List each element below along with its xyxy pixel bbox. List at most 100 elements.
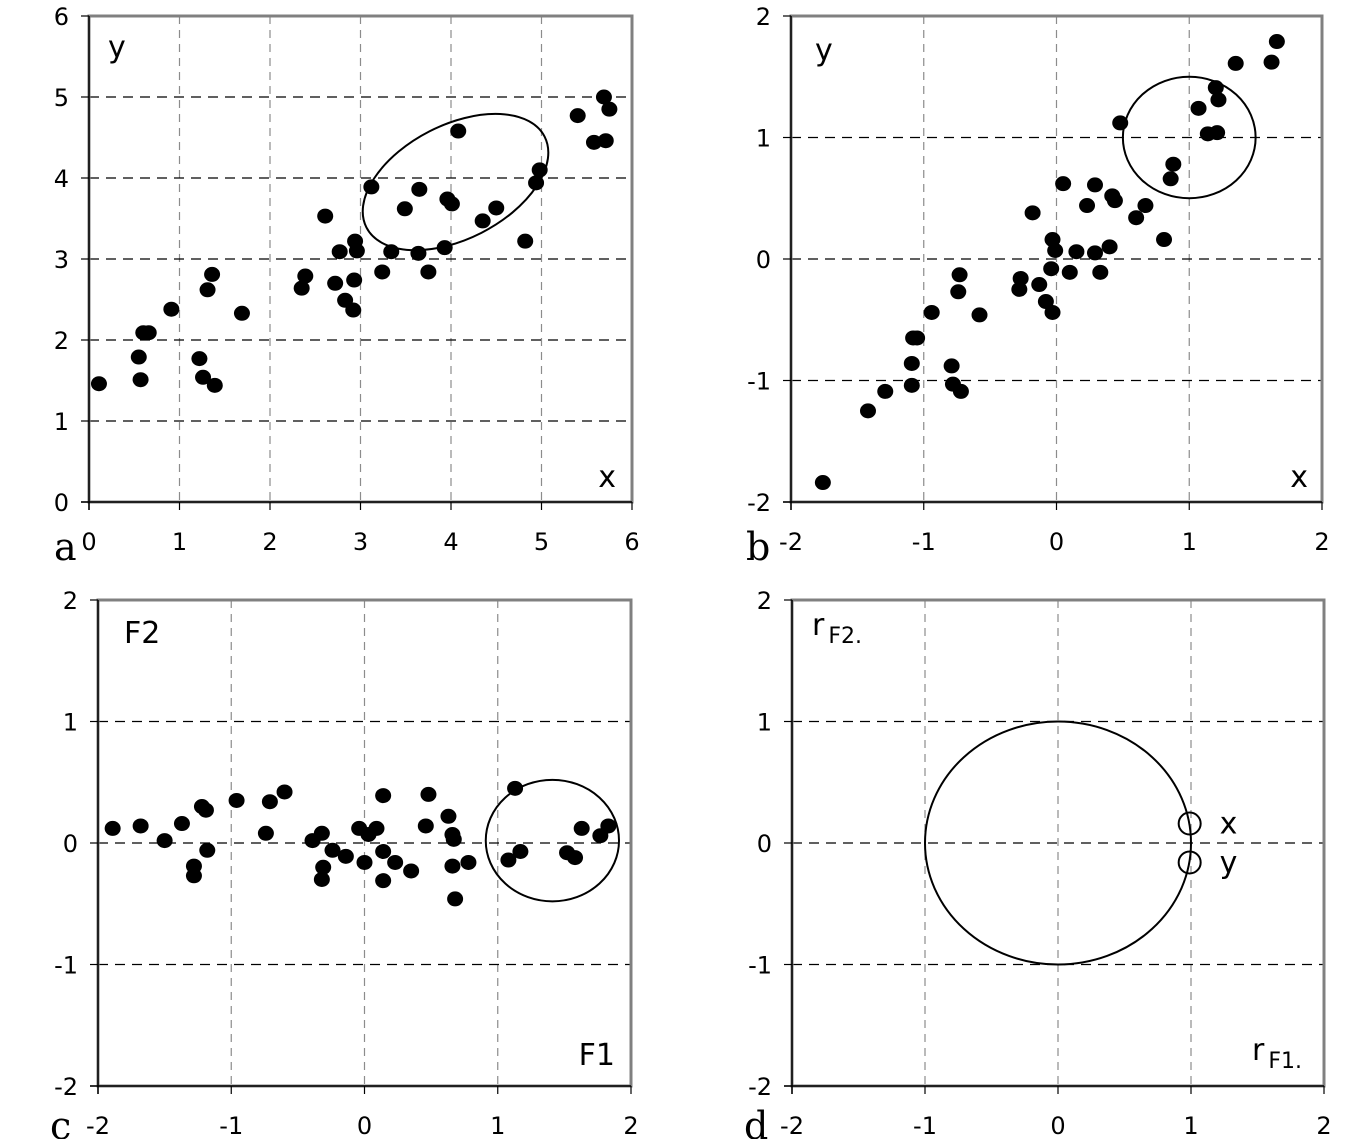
data-point xyxy=(315,859,332,875)
data-point xyxy=(276,784,293,800)
y-tick-label: 2 xyxy=(54,327,69,355)
data-point xyxy=(1055,176,1072,192)
x-tick-label: 5 xyxy=(534,528,549,556)
data-point xyxy=(132,372,149,388)
x-tick-label: 1 xyxy=(1183,1112,1198,1139)
data-point xyxy=(1165,156,1182,172)
data-point xyxy=(345,302,362,318)
data-point xyxy=(206,377,223,393)
data-point xyxy=(445,831,462,847)
data-point xyxy=(185,868,202,884)
data-point xyxy=(420,264,437,280)
x-tick-label: -1 xyxy=(219,1112,243,1139)
data-point xyxy=(877,383,894,399)
gridlines xyxy=(792,600,1324,1086)
data-point xyxy=(257,825,274,841)
data-point xyxy=(375,844,392,860)
data-point xyxy=(1209,125,1226,141)
data-point xyxy=(1210,92,1227,108)
data-point xyxy=(444,858,461,874)
data-point xyxy=(261,794,278,810)
data-point xyxy=(460,854,477,870)
x-tick-label: 3 xyxy=(353,528,368,556)
x-tick-label: 1 xyxy=(1182,528,1197,556)
data-point xyxy=(1190,100,1207,116)
data-point xyxy=(528,175,545,191)
data-point xyxy=(909,330,926,346)
x-tick-label: -1 xyxy=(913,1112,937,1139)
data-point xyxy=(923,304,940,320)
data-point xyxy=(375,788,392,804)
panel-b: -2 -1 0 1 2 -2 -1 0 1 2 y x b xyxy=(746,3,1330,569)
data-point xyxy=(595,89,612,105)
data-point xyxy=(1106,193,1123,209)
data-point xyxy=(173,816,190,832)
y-tick-label: -1 xyxy=(748,952,772,980)
data-point xyxy=(324,842,341,858)
data-point xyxy=(585,134,602,150)
panel-letter: a xyxy=(54,525,77,569)
x-tick-label: 6 xyxy=(624,528,639,556)
y-tick-label: 6 xyxy=(54,3,69,31)
data-point xyxy=(1086,245,1103,261)
data-point xyxy=(410,245,427,261)
data-point xyxy=(1043,261,1060,277)
variable-point xyxy=(1177,811,1202,836)
data-point xyxy=(1268,34,1285,50)
data-point xyxy=(943,358,960,374)
y-tick-label: 2 xyxy=(63,587,78,615)
data-point xyxy=(500,852,517,868)
data-point xyxy=(1068,244,1085,260)
circle-annotation xyxy=(1121,75,1257,200)
data-point xyxy=(191,351,208,367)
panel-letter: c xyxy=(50,1104,71,1139)
x-tick-label: 1 xyxy=(172,528,187,556)
x-tick-label: 0 xyxy=(81,528,96,556)
x-tick-label: 1 xyxy=(490,1112,505,1139)
data-points xyxy=(814,34,1285,491)
y-axis-label: y xyxy=(108,30,126,65)
x-tick-label: 0 xyxy=(357,1112,372,1139)
data-point xyxy=(331,244,348,260)
data-point xyxy=(233,305,250,321)
x-tick-label: 0 xyxy=(1049,528,1064,556)
data-points: xy xyxy=(1177,807,1238,880)
data-point xyxy=(971,307,988,323)
data-point xyxy=(1128,210,1145,226)
data-point xyxy=(130,349,147,365)
data-point xyxy=(447,891,464,907)
data-point xyxy=(601,101,618,117)
data-point xyxy=(104,820,121,836)
ellipse-annotation xyxy=(361,112,550,252)
y-tick-label: 1 xyxy=(757,709,772,737)
data-point xyxy=(195,369,212,385)
gridlines xyxy=(791,16,1322,502)
data-point xyxy=(199,282,216,298)
data-point xyxy=(600,818,617,834)
data-point xyxy=(573,820,590,836)
y-tick-label: 0 xyxy=(756,246,771,274)
y-tick-label: -2 xyxy=(747,489,771,517)
data-point xyxy=(450,123,467,139)
variable-label: y xyxy=(1220,845,1238,880)
data-point xyxy=(1011,281,1028,297)
y-axis-label: r F2. xyxy=(812,608,862,649)
data-point xyxy=(197,802,214,818)
x-axis-label: x xyxy=(1290,460,1308,495)
data-point xyxy=(952,383,969,399)
data-point xyxy=(228,792,245,808)
y-tick-label: 0 xyxy=(63,830,78,858)
data-point xyxy=(293,280,310,296)
data-point xyxy=(1031,277,1048,293)
y-tick-label: 1 xyxy=(756,125,771,153)
y-tick-label: 1 xyxy=(63,709,78,737)
data-point xyxy=(1207,80,1224,96)
data-point xyxy=(396,201,413,217)
y-axis-label: F2 xyxy=(124,616,160,651)
data-point xyxy=(436,240,453,256)
data-point xyxy=(1227,55,1244,71)
data-points xyxy=(90,89,618,393)
data-point xyxy=(531,162,548,178)
data-point xyxy=(1092,264,1109,280)
